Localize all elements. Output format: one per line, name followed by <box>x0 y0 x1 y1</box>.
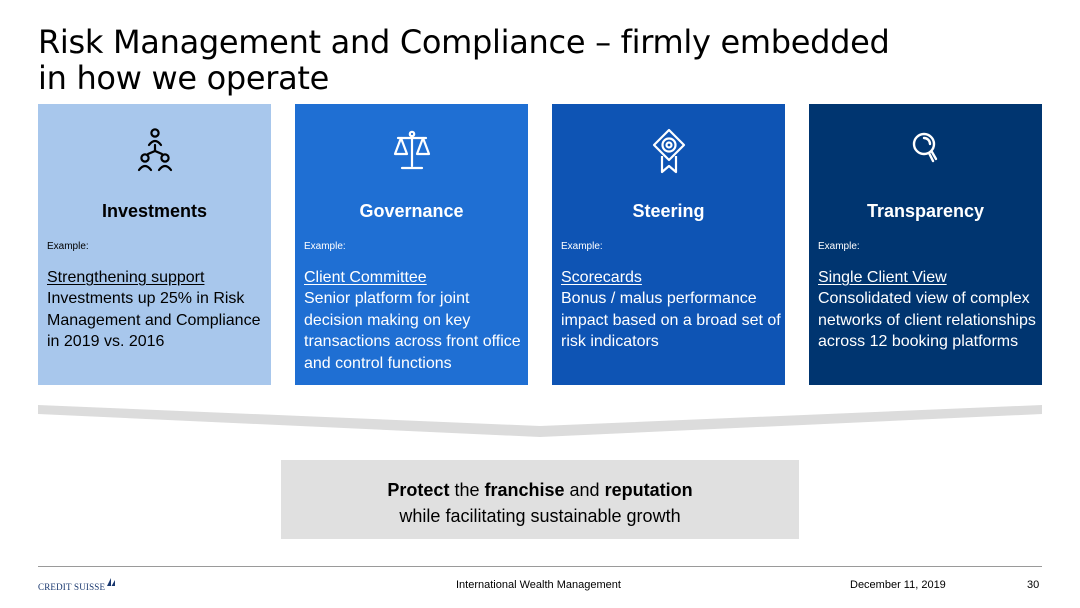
people-hierarchy-icon <box>38 122 271 178</box>
example-label: Example: <box>818 241 860 252</box>
magnifier-icon <box>809 122 1042 178</box>
outcome-line-1: Protect the franchise and reputation <box>281 477 799 503</box>
footer-date: December 11, 2019 <box>850 579 946 591</box>
outcome-franchise: franchise <box>484 480 565 500</box>
example-label: Example: <box>304 241 346 252</box>
example-label: Example: <box>47 241 89 252</box>
card-title: Investments <box>101 201 208 221</box>
scales-icon <box>295 122 528 178</box>
example-headline-link[interactable]: Single Client View <box>818 269 947 286</box>
outcome-line-2: while facilitating sustainable growth <box>399 506 681 526</box>
card-governance: Governance Example: Client Committee Sen… <box>295 104 528 385</box>
converging-chevron <box>38 405 1042 437</box>
logo-text: CREDIT SUISSE <box>38 582 106 592</box>
card-title: Transparency <box>866 201 985 221</box>
example-description: Investments up 25% in Risk Management an… <box>47 290 261 350</box>
sails-icon <box>107 578 116 586</box>
card-title: Steering <box>632 201 705 221</box>
example-headline-link[interactable]: Client Committee <box>304 269 427 286</box>
page-title: Risk Management and Compliance – firmly … <box>38 24 1038 96</box>
example-description: Consolidated view of complex networks of… <box>818 290 1036 350</box>
card-transparency: Transparency Example: Single Client View… <box>809 104 1042 385</box>
credit-suisse-logo: CREDIT SUISSE <box>38 572 116 592</box>
outcome-text-2: and <box>564 480 605 500</box>
example-description: Bonus / malus performance impact based o… <box>561 290 781 350</box>
page-title-line-1: Risk Management and Compliance – firmly … <box>38 23 890 61</box>
page-number: 30 <box>1027 579 1040 591</box>
outcome-reputation: reputation <box>604 480 693 500</box>
example-label: Example: <box>561 241 603 252</box>
card-steering: Steering Example: Scorecards Bonus / mal… <box>552 104 785 385</box>
example-description: Senior platform for joint decision makin… <box>304 290 521 372</box>
award-badge-icon <box>552 122 785 178</box>
outcome-protect: Protect <box>387 480 450 500</box>
footer-division: International Wealth Management <box>456 579 621 591</box>
footer-divider <box>38 566 1042 567</box>
card-investments: Investments Example: Strengthening suppo… <box>38 104 271 385</box>
page-title-line-2: in how we operate <box>38 59 330 97</box>
outcome-text-1: the <box>449 480 485 500</box>
example-headline-link[interactable]: Strengthening support <box>47 269 205 286</box>
outcome-box: Protect the franchise and reputation whi… <box>281 460 799 539</box>
example-headline-link[interactable]: Scorecards <box>561 269 642 286</box>
card-title: Governance <box>359 201 464 221</box>
